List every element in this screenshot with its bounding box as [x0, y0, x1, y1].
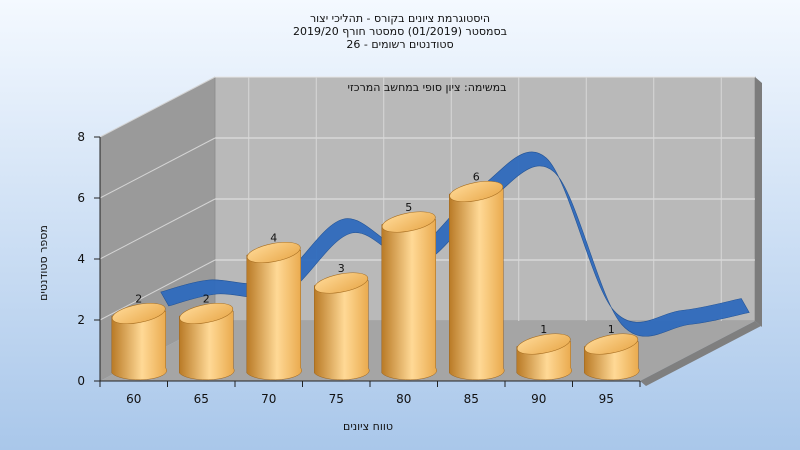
data-label: 1 [608, 323, 615, 336]
data-label: 2 [203, 293, 210, 306]
bar-95 [584, 333, 640, 381]
bar-cap [111, 302, 166, 325]
data-label: 3 [338, 262, 345, 275]
bar-cap [381, 211, 436, 233]
y-tick-label: 6 [77, 191, 85, 205]
bar-cap [246, 241, 301, 264]
grid-line-side [99, 137, 216, 199]
bar-body [381, 219, 437, 381]
x-tick-label: 90 [531, 392, 546, 406]
x-tick-label: 85 [464, 392, 479, 406]
x-tick-label: 65 [194, 392, 209, 406]
bar-60 [111, 302, 167, 381]
x-axis-label: טווח ציונים [343, 420, 393, 433]
bar-body [246, 249, 302, 381]
grid-line-side [99, 259, 216, 321]
chart-title-line-3: סטודנטים רשומים - 26 [346, 38, 453, 51]
x-tick-label: 70 [261, 392, 276, 406]
chart-annotation: במשימה: ציון סופי במחשב המרכזי [347, 81, 506, 94]
bar-cap [179, 302, 234, 325]
bar-65 [179, 302, 235, 381]
axes [94, 136, 641, 387]
y-tick-label: 4 [77, 252, 85, 266]
chart-title-line-2: בסמסטר (01/2019) סמסטר חורף 2019/20 [293, 25, 507, 38]
bar-cap [449, 180, 504, 203]
trend-ribbon-shape [160, 151, 750, 337]
grid-line-side [99, 198, 216, 260]
bar-body [111, 310, 167, 381]
trend-ribbon [160, 151, 750, 337]
x-tick-label: 75 [329, 392, 344, 406]
y-tick-label: 8 [77, 130, 85, 144]
floor-edge [640, 321, 761, 386]
bar-cap [516, 333, 571, 355]
right-wall-edge [755, 77, 762, 327]
chart-title-line-1: היסטוגרמת ציונים בקורס - תהליכי יצור [310, 12, 490, 25]
y-axis-label: מספר סטודנטים [37, 225, 50, 301]
data-label: 6 [473, 171, 480, 184]
data-label: 2 [135, 293, 142, 306]
bar-90 [516, 333, 572, 381]
bar-cap [584, 333, 639, 355]
bar-body [314, 280, 370, 381]
y-tick-label: 2 [77, 313, 85, 327]
bar-85 [449, 180, 505, 381]
bar-75 [314, 272, 370, 381]
x-tick-label: 80 [396, 392, 411, 406]
grid-line-side [99, 76, 216, 138]
y-tick-label: 0 [77, 374, 85, 388]
bar-80 [381, 211, 437, 381]
bar-70 [246, 241, 302, 381]
x-tick-label: 60 [126, 392, 141, 406]
data-label: 5 [405, 201, 412, 214]
data-label: 4 [270, 232, 277, 245]
bars [111, 180, 640, 381]
data-label: 1 [540, 323, 547, 336]
chart-labels: 2 2 4 3 5 6 1 1 0 2 4 6 8 60 65 70 75 80 85 90 95 [77, 130, 614, 406]
x-tick-label: 95 [599, 392, 614, 406]
bar-body [179, 310, 235, 381]
bar-cap [314, 272, 369, 294]
bar-body [449, 188, 505, 381]
